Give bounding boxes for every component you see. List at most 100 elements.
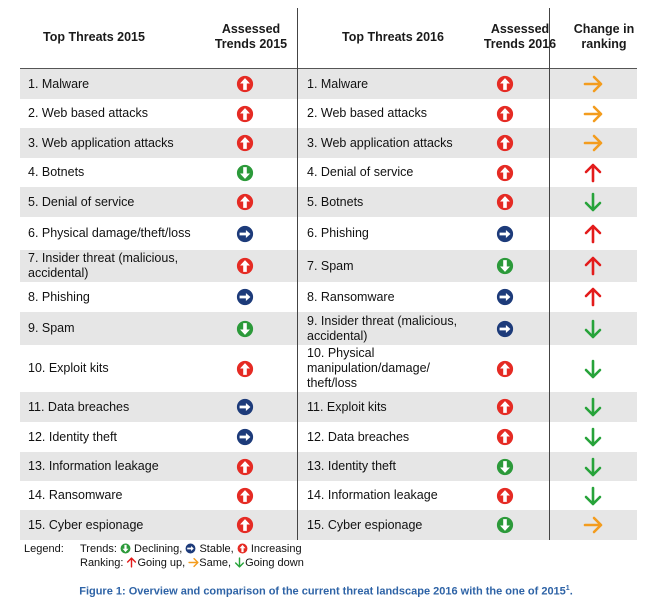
table-row: 13. Information leakage 13. Identity thef… [20,452,637,481]
threat-2015-name: 10. Exploit kits [28,361,109,375]
figure-caption: Figure 1: Overview and comparison of the… [0,585,652,598]
threat-2015-name: 4. Botnets [28,165,85,179]
legend-ranking: Ranking: Going up, Same, Going down [80,556,304,570]
header-divider [20,68,637,69]
trend-increasing-icon [220,187,270,217]
threat-2016-name: 11. Exploit kits [307,399,387,414]
trend-increasing-icon [480,481,530,510]
trend-increasing-icon [480,422,530,452]
ranking-down-icon [568,481,618,510]
header-trends-2016: Assessed Trends 2016 [483,22,557,51]
trend-increasing-icon [220,481,270,510]
trend-increasing-icon [480,69,530,99]
table-row: 4. Botnets 4. Denial of service [20,158,637,187]
trend-increasing-icon [480,345,530,392]
trend-declining-icon [480,250,530,282]
legend-label: Legend: [24,543,64,555]
trend-increasing-icon [220,510,270,540]
ranking-same-icon [568,99,618,128]
ranking-down-icon [568,187,618,217]
ranking-down-icon [568,345,618,392]
threat-2015-name: 7. Insider threat (malicious, accidental… [28,251,179,280]
threat-2015-name: 12. Identity theft [28,429,117,444]
header-threats-2016: Top Threats 2016 [342,29,444,44]
trend-increasing-icon [480,158,530,187]
trend-declining-icon [220,312,270,345]
threat-2016-name: 14. Information leakage [307,488,438,502]
header-threats-2015: Top Threats 2015 [43,29,145,44]
legend-trends: Trends: Declining, Stable, Increasing [80,542,302,556]
threat-2015-name: 2. Web based attacks [28,106,148,120]
threat-2016-name: 12. Data breaches [307,429,410,444]
threat-table: Top Threats 2015 Assessed Trends 2015 To… [20,8,637,66]
trend-increasing-icon [220,250,270,282]
threat-2016-name: 8. Ransomware [307,289,395,304]
table-row: 6. Physical damage/theft/loss 6. Phishing [20,217,637,250]
trend-stable-icon [220,217,270,250]
arrow-right-icon [188,557,199,569]
ranking-up-icon [568,158,618,187]
threat-2015-name: 3. Web application attacks [28,135,174,150]
ranking-down-icon [568,392,618,422]
table-row: 12. Identity theft 12. Data breaches [20,422,637,452]
trend-stable-icon [220,422,270,452]
threat-2015-name: 5. Denial of service [28,194,135,209]
ranking-same-icon [568,128,618,158]
header-change-ranking: Change in ranking [573,22,635,51]
table-row: 2. Web based attacks 2. Web based attacks [20,99,637,128]
legend-increasing: Increasing [250,543,302,555]
table-row: 9. Spam 9. Insider threat (malicious, acc… [20,312,637,345]
declining-icon [120,543,131,555]
ranking-up-icon [568,250,618,282]
threat-2015-name: 8. Phishing [28,289,90,304]
table-row: 11. Data breaches 11. Exploit kits [20,392,637,422]
legend-same: Same, [199,557,232,569]
ranking-up-icon [568,217,618,250]
threat-2016-name: 4. Denial of service [307,165,414,179]
threat-2016-name: 1. Malware [307,76,369,91]
threat-2015-name: 14. Ransomware [28,488,123,502]
trend-stable-icon [480,217,530,250]
trend-increasing-icon [480,128,530,158]
legend-going-down: Going down [245,557,304,569]
arrow-down-icon [234,557,245,569]
trend-stable-icon [480,312,530,345]
table-row: 14. Ransomware 14. Information leakage [20,481,637,510]
legend-going-up: Going up, [137,557,186,569]
ranking-down-icon [568,422,618,452]
stable-icon [185,543,196,555]
ranking-same-icon [568,510,618,540]
trend-increasing-icon [480,187,530,217]
trend-stable-icon [220,392,270,422]
threat-2016-name: 3. Web application attacks [307,135,453,150]
trend-increasing-icon [220,128,270,158]
threat-2015-name: 11. Data breaches [28,399,130,414]
header-trends-2015: Assessed Trends 2015 [214,22,288,51]
threat-2015-name: 1. Malware [28,76,90,91]
trend-increasing-icon [220,452,270,481]
trend-increasing-icon [480,99,530,128]
trend-declining-icon [480,510,530,540]
ranking-down-icon [568,452,618,481]
table-row: 3. Web application attacks 3. Web applica… [20,128,637,158]
trend-declining-icon [480,452,530,481]
legend-stable: Stable, [199,543,234,555]
threat-2016-name: 15. Cyber espionage [307,517,423,532]
threat-2015-name: 9. Spam [28,321,75,335]
threat-2015-name: 15. Cyber espionage [28,517,144,532]
ranking-down-icon [568,312,618,345]
trend-increasing-icon [220,99,270,128]
threat-2016-name: 6. Phishing [307,226,369,240]
trend-stable-icon [480,282,530,312]
threat-2016-name: 10. Physical manipulation/damage/ theft/… [307,346,430,390]
threat-2016-name: 13. Identity theft [307,459,396,473]
threat-2016-name: 5. Botnets [307,194,364,209]
ranking-same-icon [568,69,618,99]
table-row: 15. Cyber espionage 15. Cyber espionage [20,510,637,540]
column-divider-middle [297,8,298,540]
trend-increasing-icon [220,345,270,392]
ranking-up-icon [568,282,618,312]
table-header: Top Threats 2015 Assessed Trends 2015 To… [20,8,637,66]
column-divider-right [549,8,550,540]
increasing-icon [237,543,248,555]
